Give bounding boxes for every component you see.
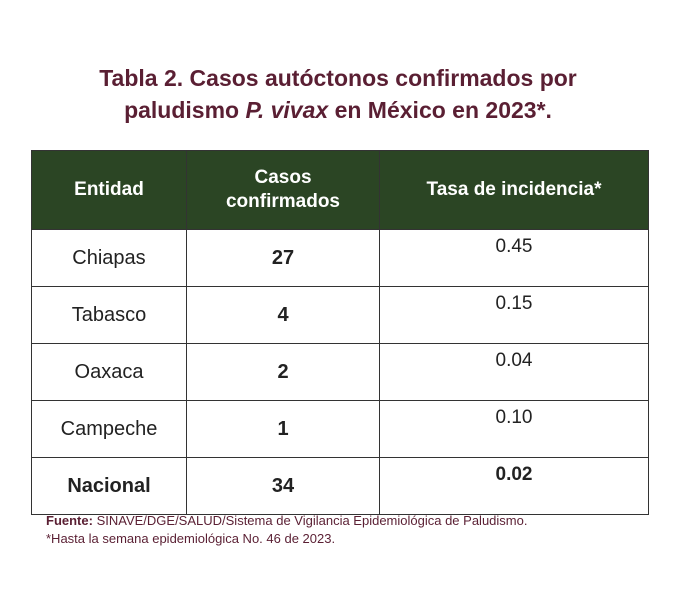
source-text: SINAVE/DGE/SALUD/Sistema de Vigilancia E… bbox=[92, 513, 528, 528]
title-species: P. vivax bbox=[245, 97, 329, 123]
source-line: Fuente: SINAVE/DGE/SALUD/Sistema de Vigi… bbox=[46, 512, 666, 530]
table-row: Tabasco 4 0.15 bbox=[31, 286, 649, 344]
cell-entidad-total: Nacional bbox=[31, 457, 187, 515]
table-row: Campeche 1 0.10 bbox=[31, 400, 649, 458]
cell-tasa: 0.10 bbox=[379, 400, 649, 458]
cell-entidad: Oaxaca bbox=[31, 343, 187, 401]
cell-entidad: Campeche bbox=[31, 400, 187, 458]
cell-entidad: Tabasco bbox=[31, 286, 187, 344]
header-entidad: Entidad bbox=[31, 150, 187, 230]
title-line-1: Tabla 2. Casos autóctonos confirmados po… bbox=[99, 65, 577, 91]
cell-casos: 2 bbox=[186, 343, 380, 401]
cell-tasa: 0.04 bbox=[379, 343, 649, 401]
cell-tasa-total: 0.02 bbox=[379, 457, 649, 515]
title-line-2-suffix: en México en 2023*. bbox=[328, 97, 552, 123]
header-casos-line-2: confirmados bbox=[225, 191, 341, 212]
cell-casos: 1 bbox=[186, 400, 380, 458]
title-line-2: paludismo P. vivax en México en 2023*. bbox=[0, 94, 676, 126]
cell-tasa: 0.45 bbox=[379, 229, 649, 287]
header-tasa: Tasa de incidencia* bbox=[379, 150, 649, 230]
cell-casos: 4 bbox=[186, 286, 380, 344]
table-row: Oaxaca 2 0.04 bbox=[31, 343, 649, 401]
title-line-2-prefix: paludismo bbox=[124, 97, 246, 123]
footnote: *Hasta la semana epidemiológica No. 46 d… bbox=[46, 531, 336, 546]
source-label: Fuente: bbox=[46, 513, 93, 528]
total-row: Nacional 34 0.02 bbox=[31, 457, 649, 515]
header-casos: Casos confirmados bbox=[186, 150, 380, 230]
cases-table: Entidad Casos confirmados Tasa de incide… bbox=[31, 150, 649, 515]
cell-casos-total: 34 bbox=[186, 457, 380, 515]
cell-entidad: Chiapas bbox=[31, 229, 187, 287]
header-casos-line-1: Casos bbox=[254, 167, 312, 188]
table-footer: Fuente: SINAVE/DGE/SALUD/Sistema de Vigi… bbox=[46, 512, 666, 548]
cell-casos: 27 bbox=[186, 229, 380, 287]
cell-tasa: 0.15 bbox=[379, 286, 649, 344]
table-title: Tabla 2. Casos autóctonos confirmados po… bbox=[0, 62, 676, 126]
header-row: Entidad Casos confirmados Tasa de incide… bbox=[31, 150, 649, 230]
table-row: Chiapas 27 0.45 bbox=[31, 229, 649, 287]
